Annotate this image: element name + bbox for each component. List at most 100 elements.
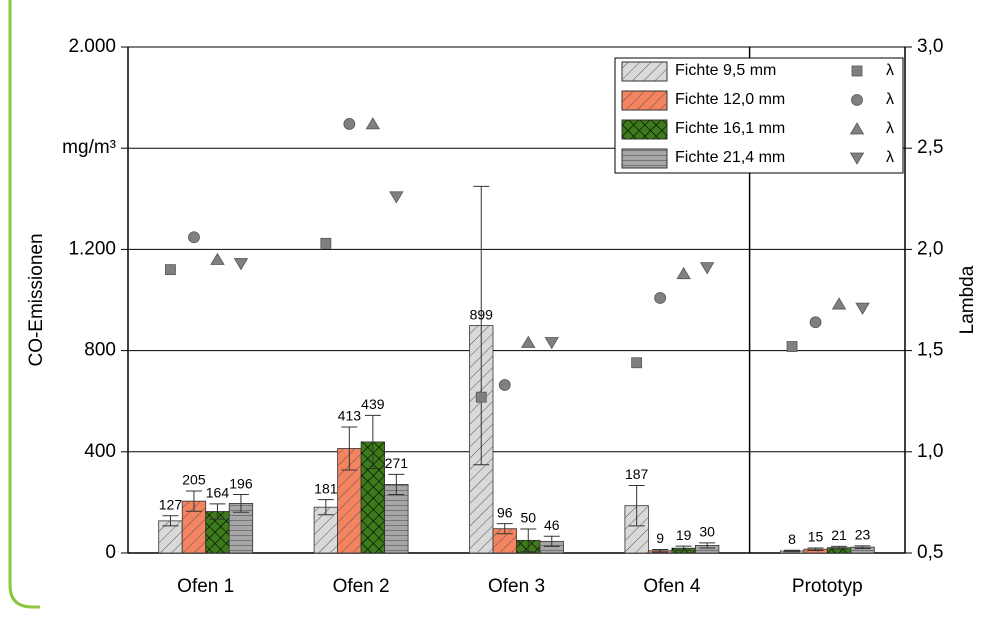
y-tick-label: 0 [105, 542, 116, 563]
lambda-point [831, 297, 847, 310]
error-bar [364, 414, 381, 469]
bar-hatch [182, 501, 206, 553]
error-bar [209, 503, 226, 520]
error-bar [162, 515, 179, 527]
legend-label: λ [886, 62, 894, 79]
legend-marker [851, 94, 863, 106]
lambda-point [389, 191, 404, 204]
error-bar [543, 535, 560, 547]
lambda-point [210, 252, 225, 265]
legend-label: λ [886, 120, 894, 137]
data-label: 899 [470, 306, 494, 322]
lambda-point [699, 262, 715, 275]
bar-hatch [695, 545, 719, 553]
y2-tick-label: 1,5 [917, 340, 943, 361]
error-bar [854, 545, 871, 549]
error-bar [496, 523, 513, 535]
error-bar [388, 473, 405, 496]
bar-hatch [803, 549, 828, 553]
data-label: 46 [544, 517, 560, 533]
y-tick-label: 400 [84, 441, 116, 462]
lambda-point [855, 302, 870, 315]
legend-marker [851, 65, 863, 77]
lambda-point [544, 337, 559, 350]
data-label: 96 [497, 504, 513, 520]
data-label: 15 [808, 529, 824, 545]
data-label: 19 [676, 527, 692, 543]
bar-hatch [205, 511, 230, 553]
legend-hatch [622, 149, 667, 168]
legend-marker [849, 122, 865, 135]
x-tick-label: Ofen 1 [177, 576, 234, 597]
lambda-point [188, 231, 200, 244]
y-axis-label: CO-Emissionen [26, 233, 47, 366]
y2-tick-label: 2,5 [917, 137, 943, 158]
legend-hatch [622, 91, 667, 110]
lambda-point [365, 117, 381, 130]
error-bar [652, 548, 669, 553]
legend-label: Fichte 9,5 mm [675, 62, 776, 79]
lambda-point [165, 264, 176, 276]
legend-label: λ [886, 91, 894, 108]
y2-tick-label: 0,5 [917, 542, 943, 563]
bar-hatch [384, 484, 409, 553]
error-bar [675, 545, 692, 551]
error-bar [784, 549, 801, 553]
bar-hatch [540, 541, 564, 553]
bar-hatch [493, 528, 517, 553]
error-bar [341, 426, 358, 471]
legend-hatch [622, 62, 667, 81]
y-unit: mg/m³ [62, 137, 116, 158]
legend-label: λ [886, 149, 894, 166]
y2-tick-label: 1,0 [917, 441, 943, 462]
bar-hatch [337, 448, 362, 553]
lambda-point [809, 316, 822, 329]
legend-hatch [622, 120, 667, 139]
error-bar [520, 528, 537, 553]
data-label: 21 [831, 527, 847, 543]
data-label: 9 [656, 530, 664, 546]
data-label: 30 [699, 524, 715, 540]
page-border [8, 0, 40, 609]
data-label: 413 [338, 408, 362, 424]
bar-hatch [229, 503, 253, 553]
data-label: 8 [788, 531, 796, 547]
error-bar [232, 494, 249, 513]
data-label: 164 [206, 485, 230, 501]
y2-tick-label: 2,0 [917, 238, 943, 259]
bar-hatch [361, 441, 385, 553]
y-tick-label: 2.000 [68, 36, 116, 57]
legend-label: Fichte 12,0 mm [675, 91, 785, 108]
bar-hatch [314, 507, 338, 553]
error-bar [831, 545, 848, 550]
data-label: 439 [361, 396, 385, 412]
data-label: 196 [229, 475, 253, 491]
bar-hatch [850, 547, 875, 553]
legend-marker [849, 152, 865, 165]
bar-hatch [624, 505, 649, 553]
x-tick-label: Prototyp [792, 576, 863, 597]
legend: Fichte 9,5 mm Fichte 12,0 mm Fichte 16,1 m… [614, 57, 904, 174]
y2-tick-label: 3,0 [917, 36, 943, 57]
plot-area: 0 400 800 1.200 mg/m³ 2.000 0,5 1,0 1,5 2,0 2,5 3,0… [62, 36, 943, 597]
lambda-point [498, 379, 511, 391]
error-bar [699, 542, 716, 549]
lambda-point [320, 237, 332, 249]
x-tick-label: Ofen 4 [643, 576, 700, 597]
error-bar [473, 185, 490, 466]
legend-label: Fichte 21,4 mm [675, 149, 785, 166]
lambda-point [475, 391, 487, 403]
bar-hatch [827, 547, 851, 553]
data-label: 50 [520, 510, 536, 526]
error-bar [807, 547, 824, 551]
legend-label: Fichte 16,1 mm [675, 120, 785, 137]
y-tick-label: 1.200 [68, 238, 116, 259]
y-tick-label: 800 [84, 340, 116, 361]
error-bar [628, 484, 645, 527]
data-label: 271 [385, 455, 409, 471]
lambda-point [521, 335, 536, 348]
lambda-point [786, 341, 798, 352]
lambda-point [654, 292, 667, 304]
lambda-point [343, 118, 356, 130]
